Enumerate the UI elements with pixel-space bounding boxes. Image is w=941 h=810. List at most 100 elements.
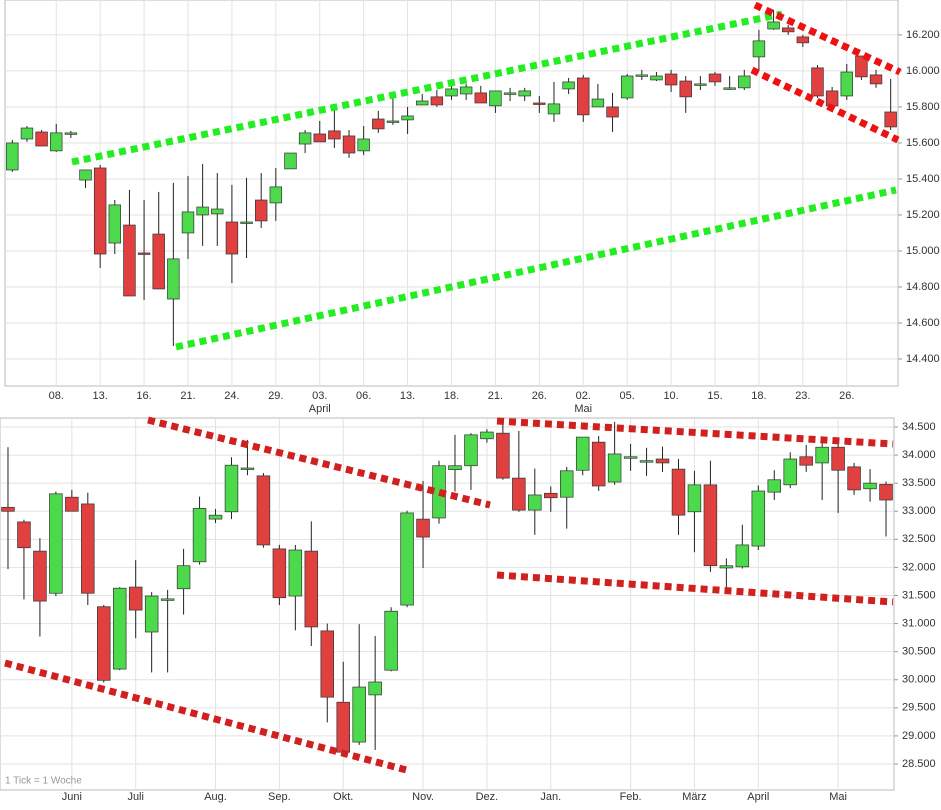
x-tick-label: März (682, 791, 706, 803)
candle-body (489, 90, 502, 107)
candle-body (386, 120, 400, 123)
x-tick-label: Jan. (540, 791, 561, 803)
candle-body (781, 27, 795, 33)
y-tick-label: 33.500 (902, 477, 936, 489)
candle-body (840, 71, 853, 97)
candle-body (464, 434, 478, 467)
candle-body (269, 186, 283, 204)
x-tick-label: Feb. (620, 791, 642, 803)
candle-body (687, 484, 702, 513)
candle-body (694, 83, 707, 86)
candle-body (430, 96, 444, 106)
y-tick-label: 15.200 (906, 209, 940, 221)
y-tick-label: 32.500 (902, 533, 936, 545)
y-tick-label: 16.200 (906, 29, 940, 41)
candle-body (108, 204, 122, 244)
candle-body (33, 550, 47, 602)
x-tick-label: 02. (576, 390, 591, 402)
x-tick-label: 05. (620, 390, 635, 402)
candle-body (869, 74, 883, 85)
candle-body (256, 475, 271, 546)
month-label: Mai (574, 403, 592, 415)
candle-body (575, 436, 590, 471)
candle-body (35, 131, 48, 147)
annotation: 1 Tick = 1 Woche (5, 776, 82, 787)
x-tick-label: Sep. (268, 791, 291, 803)
x-tick-label: 23. (795, 390, 810, 402)
candle-body (480, 431, 494, 440)
candle-body (304, 550, 319, 628)
candle-body (225, 221, 239, 255)
y-tick-label: 30.000 (902, 674, 936, 686)
candle-body (650, 75, 663, 81)
candle-body (368, 681, 382, 696)
candle-body (884, 111, 897, 128)
candle-body (284, 152, 297, 170)
candle-body (855, 55, 868, 78)
candle-body (831, 446, 845, 471)
candle-body (240, 467, 255, 470)
trend-line (753, 1, 902, 76)
y-tick-label: 31.500 (902, 589, 936, 601)
candle-body (664, 73, 678, 86)
trend-line (750, 66, 900, 144)
x-tick-label: 10. (663, 390, 678, 402)
x-tick-label: Dez. (476, 791, 499, 803)
candle-body (208, 514, 223, 520)
x-tick-label: Okt. (333, 791, 353, 803)
candle-body (703, 484, 718, 567)
mark-layer (1, 9, 897, 756)
y-tick-label: 34.000 (902, 449, 936, 461)
candle-body (512, 477, 526, 511)
candle-body (518, 90, 531, 97)
x-tick-label: 29. (268, 390, 283, 402)
candle-body (544, 492, 558, 499)
candle-body (547, 103, 561, 115)
candle-body (167, 258, 180, 300)
x-tick-label: 18. (444, 390, 459, 402)
candle-body (328, 130, 341, 140)
y-tick-label: 15.000 (906, 245, 940, 257)
y-tick-label: 16.000 (906, 65, 940, 77)
trend-line (175, 186, 897, 351)
candle-body (401, 115, 414, 121)
y-tick-label: 28.500 (902, 758, 936, 770)
candle-body (751, 490, 766, 547)
x-tick-label: 06. (356, 390, 371, 402)
y-tick-label: 14.600 (906, 317, 940, 329)
candle-body (192, 508, 207, 563)
candle-body (459, 86, 473, 95)
candle-body (64, 132, 78, 135)
candle-body (445, 88, 458, 97)
x-tick-label: 26. (839, 390, 854, 402)
candle-body (708, 73, 722, 83)
y-tick-label: 34.500 (902, 421, 936, 433)
x-tick-label: 26. (532, 390, 547, 402)
candle-body (254, 199, 268, 222)
y-tick-label: 33.000 (902, 505, 936, 517)
candle-body (448, 465, 462, 471)
y-tick-label: 15.400 (906, 173, 940, 185)
candle-body (767, 479, 782, 493)
candle-body (559, 470, 574, 498)
candle-body (496, 432, 510, 479)
candle-body (211, 208, 224, 215)
candle-body (196, 206, 209, 216)
candle-body (336, 701, 350, 753)
candle-body (416, 100, 429, 106)
x-tick-label: Nov. (412, 791, 434, 803)
candle-body (342, 135, 356, 154)
candle-body (6, 142, 19, 171)
candle-body (811, 67, 824, 97)
x-tick-label: Mai (829, 791, 847, 803)
x-tick-label: 13. (93, 390, 108, 402)
trend-lines (4, 1, 902, 775)
candle-body (607, 453, 622, 483)
candle-body (298, 132, 312, 145)
candle-body (533, 102, 546, 105)
candle-body (144, 595, 159, 633)
trend-line (4, 659, 411, 775)
month-label: April (309, 403, 331, 415)
candle-body (20, 127, 34, 140)
